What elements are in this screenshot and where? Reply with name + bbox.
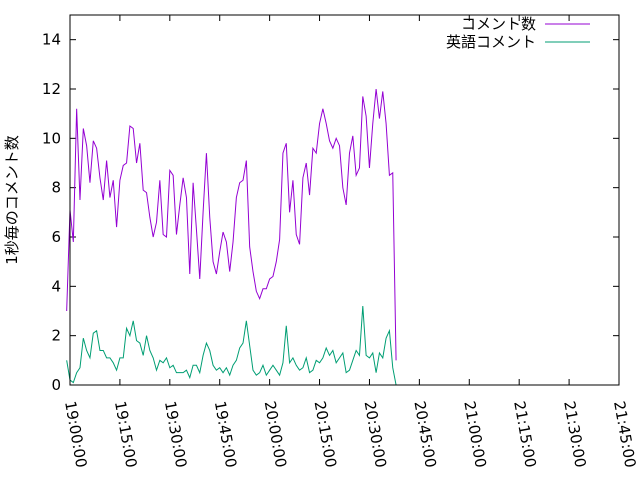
y-tick-label: 0 (51, 376, 61, 394)
x-tick-label: 20:45:00 (410, 400, 439, 469)
x-tick-label: 21:00:00 (460, 400, 489, 469)
x-tick-label: 20:30:00 (361, 400, 390, 469)
axis-ticks: 0 2 4 6 8 10 12 14 19:00:00 19:15:00 19:30:00 19:45… (42, 15, 639, 469)
x-tick-label: 19:45:00 (211, 400, 240, 469)
y-tick-label: 2 (51, 327, 61, 345)
x-tick-label: 21:30:00 (560, 400, 589, 469)
x-tick-label: 21:45:00 (610, 400, 639, 469)
y-tick-label: 6 (51, 228, 61, 246)
x-tick-label: 21:15:00 (510, 400, 539, 469)
y-tick-label: 10 (42, 129, 61, 147)
series-line-2 (66, 306, 397, 386)
series-layer (66, 88, 397, 386)
y-axis-label: 1秒毎のコメント数 (3, 135, 21, 265)
series-line-1 (66, 88, 397, 361)
y-tick-label: 4 (51, 277, 61, 295)
plot-frame (69, 14, 620, 386)
legend-label-2: 英語コメント (446, 33, 536, 51)
x-tick-label: 19:15:00 (111, 400, 140, 469)
x-tick-label: 20:00:00 (261, 400, 290, 469)
y-tick-label: 12 (42, 80, 61, 98)
legend-label-1: コメント数 (461, 15, 536, 33)
x-tick-label: 19:30:00 (161, 400, 190, 469)
x-tick-label: 19:00:00 (61, 400, 90, 469)
y-tick-label: 8 (51, 179, 61, 197)
x-tick-label: 20:15:00 (311, 400, 340, 469)
y-tick-label: 14 (42, 31, 61, 49)
